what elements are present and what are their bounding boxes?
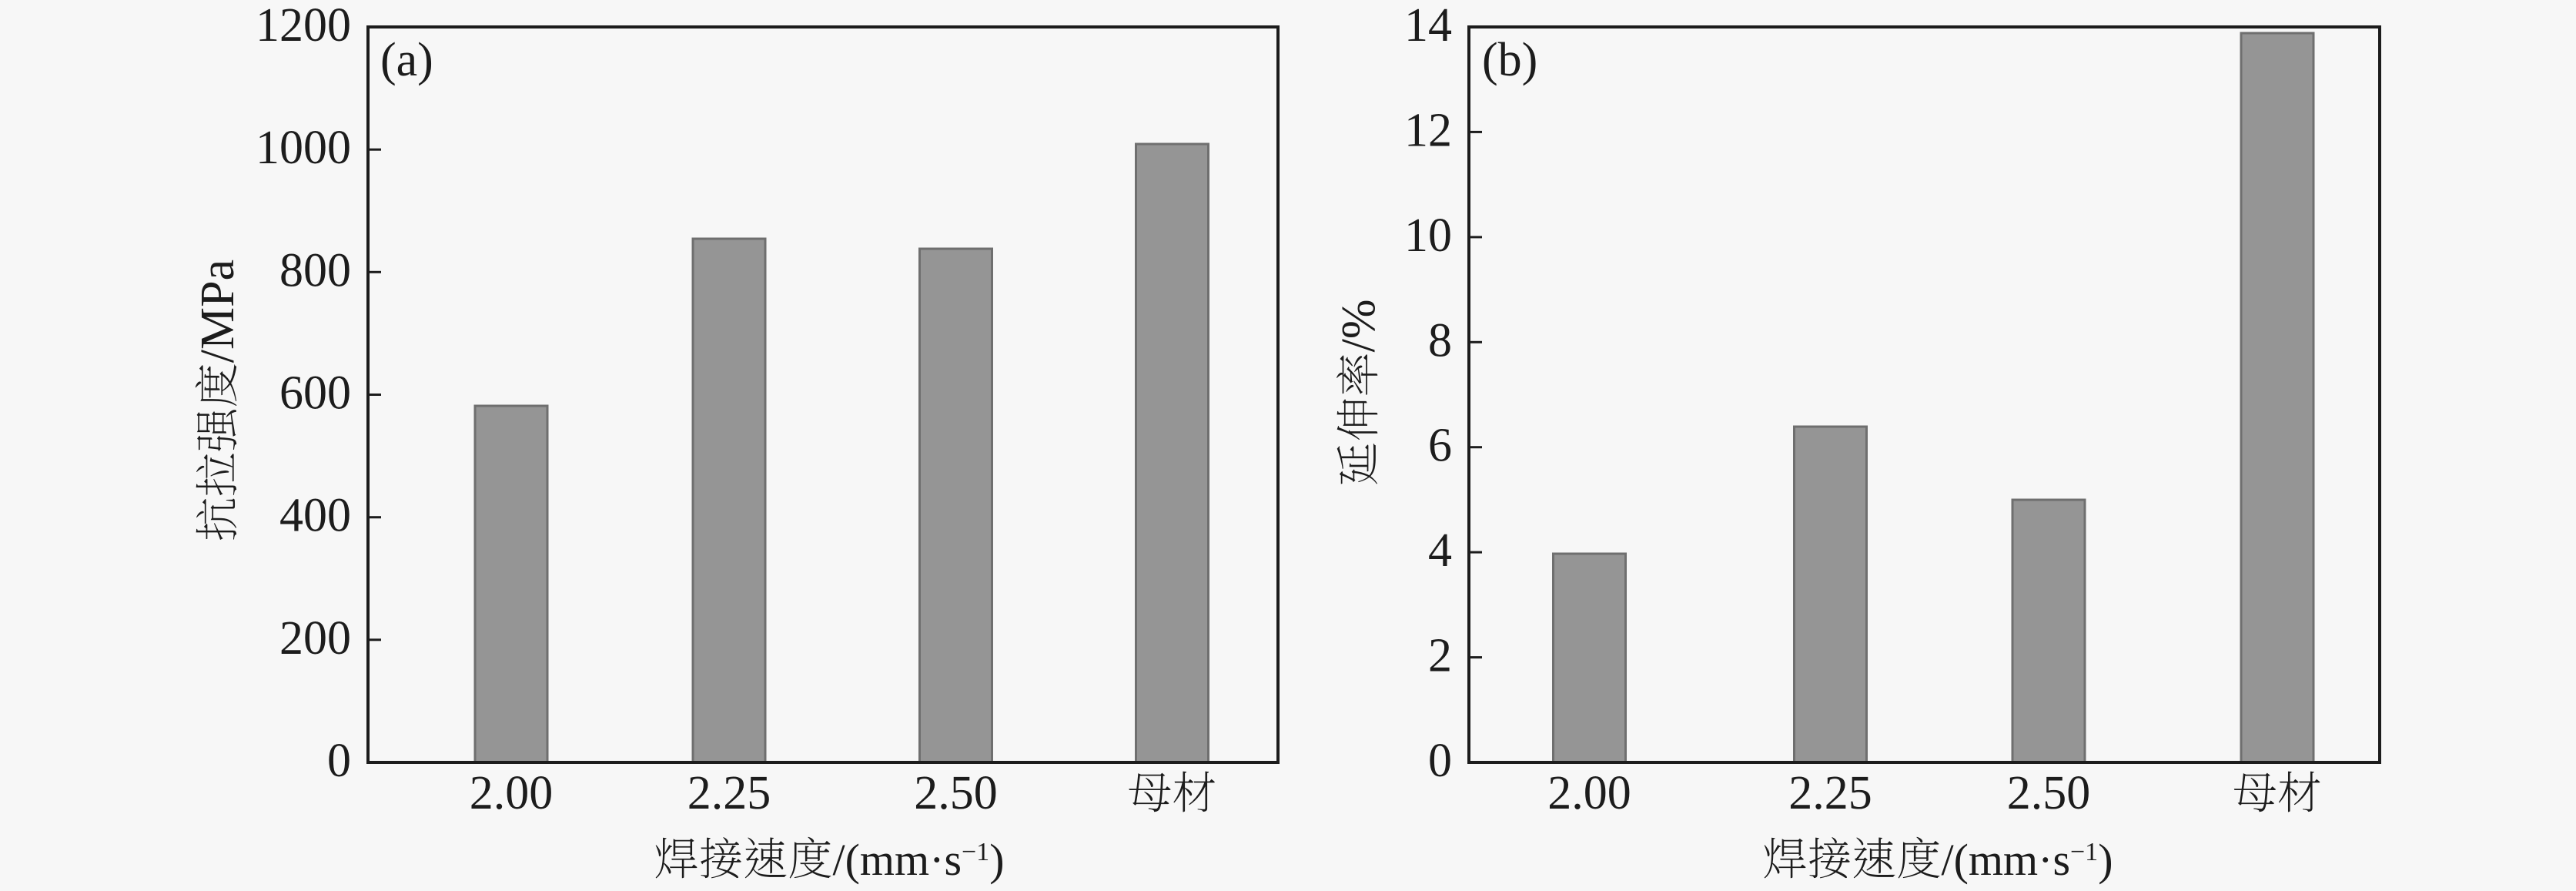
svg-text:): ) [989,835,1004,885]
svg-text:12: 12 [1404,104,1452,156]
svg-text:0: 0 [327,735,351,787]
svg-text:−1: −1 [962,838,989,866]
svg-text:/MPa: /MPa [192,260,244,363]
svg-text:800: 800 [279,244,351,296]
svg-text:/(mm·s: /(mm·s [1942,835,2071,885]
svg-text:14: 14 [1404,0,1452,52]
svg-text:2.25: 2.25 [1788,767,1872,819]
svg-text:2.50: 2.50 [2007,767,2091,819]
svg-text:/%: /% [1333,300,1385,353]
svg-text:8: 8 [1428,314,1452,367]
svg-text:−1: −1 [2070,838,2098,866]
svg-text:1200: 1200 [256,0,351,52]
svg-text:2.00: 2.00 [1547,767,1631,819]
svg-text:1000: 1000 [256,122,351,174]
svg-text:/(mm·s: /(mm·s [833,835,962,885]
svg-text:10: 10 [1404,209,1452,262]
svg-text:2.25: 2.25 [687,767,771,819]
svg-text:2.50: 2.50 [914,767,998,819]
svg-text:600: 600 [279,367,351,420]
svg-text:(a): (a) [380,34,433,86]
svg-text:400: 400 [279,490,351,542]
svg-text:): ) [2098,835,2113,885]
svg-text:200: 200 [279,612,351,665]
svg-text:2.00: 2.00 [470,767,554,819]
svg-text:4: 4 [1428,524,1452,577]
svg-text:6: 6 [1428,420,1452,472]
svg-text:(b): (b) [1482,34,1537,86]
svg-text:2: 2 [1428,630,1452,682]
svg-text:0: 0 [1428,735,1452,787]
